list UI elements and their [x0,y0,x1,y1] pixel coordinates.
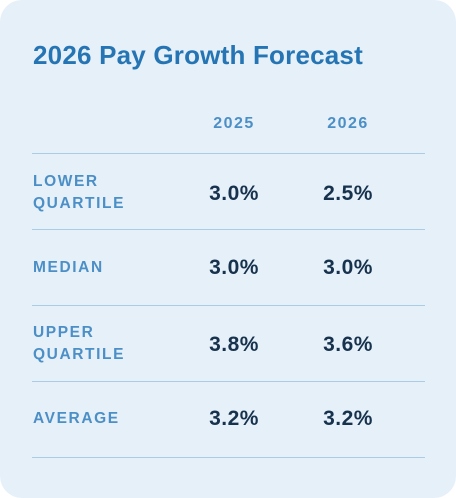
column-header-2026: 2026 [327,115,369,132]
value-lower-quartile-2025: 3.0% [209,182,259,205]
table-divider [32,457,425,458]
table-divider [32,381,425,382]
row-label-median: MEDIAN [33,257,104,279]
row-label-average: AVERAGE [33,408,120,430]
value-upper-quartile-2026: 3.6% [323,333,373,356]
value-lower-quartile-2026: 2.5% [323,182,373,205]
row-label-line: QUARTILE [33,195,126,212]
value-average-2025: 3.2% [209,407,259,430]
column-header-2025: 2025 [213,115,255,132]
value-median-2026: 3.0% [323,256,373,279]
value-upper-quartile-2025: 3.8% [209,333,259,356]
value-median-2025: 3.0% [209,256,259,279]
table-divider [32,229,425,230]
value-average-2026: 3.2% [323,407,373,430]
row-label-lower-quartile: LOWER QUARTILE [33,171,125,215]
row-label-line: AVERAGE [33,410,120,427]
row-label-upper-quartile: UPPER QUARTILE [33,322,125,366]
table-divider [32,153,425,154]
row-label-line: MEDIAN [33,259,104,276]
row-label-line: LOWER [33,173,99,190]
row-label-line: QUARTILE [33,346,126,363]
card-title: 2026 Pay Growth Forecast [33,40,363,70]
row-label-line: UPPER [33,324,95,341]
table-divider [32,305,425,306]
